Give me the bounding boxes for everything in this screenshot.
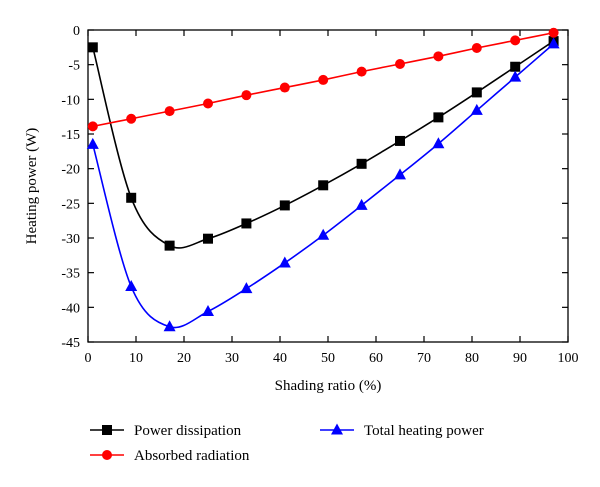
data-point-total-heating-power <box>278 256 291 268</box>
data-point-total-heating-power <box>547 37 560 49</box>
x-tick-label: 40 <box>273 351 287 366</box>
x-axis-title: Shading ratio (%) <box>275 378 382 394</box>
data-point-absorbed-radiation <box>203 98 213 109</box>
legend-label-absorbed-radiation: Absorbed radiation <box>134 448 250 464</box>
x-tick-label: 90 <box>513 351 527 366</box>
data-point-power-dissipation <box>510 61 521 72</box>
data-point-absorbed-radiation <box>241 90 252 101</box>
legend-label-total-heating-power: Total heating power <box>364 423 484 439</box>
x-tick-label: 100 <box>558 351 579 366</box>
x-tick-label: 70 <box>417 351 431 366</box>
x-tick-label: 80 <box>465 351 479 366</box>
x-tick-label: 0 <box>85 351 92 366</box>
data-point-absorbed-radiation <box>433 51 444 62</box>
data-point-total-heating-power <box>86 137 99 149</box>
x-tick-label: 60 <box>369 351 383 366</box>
data-point-total-heating-power <box>432 137 445 149</box>
x-tick-label: 50 <box>321 351 335 366</box>
data-point-absorbed-radiation <box>164 106 175 117</box>
data-point-total-heating-power <box>202 304 214 316</box>
data-point-power-dissipation <box>164 240 175 251</box>
legend-label-power-dissipation: Power dissipation <box>134 423 242 439</box>
series-line-power-dissipation <box>92 40 555 249</box>
data-point-absorbed-radiation <box>318 74 329 85</box>
data-point-power-dissipation <box>356 158 367 169</box>
y-tick-label: -5 <box>68 59 80 74</box>
data-point-absorbed-radiation <box>279 82 290 93</box>
data-point-power-dissipation <box>241 218 252 229</box>
data-point-absorbed-radiation <box>510 35 521 46</box>
data-point-absorbed-radiation <box>87 121 98 132</box>
data-point-total-heating-power <box>317 228 330 240</box>
data-point-total-heating-power <box>355 198 368 210</box>
y-tick-label: -45 <box>61 336 80 351</box>
data-point-power-dissipation <box>471 87 482 98</box>
data-point-absorbed-radiation <box>395 58 405 69</box>
x-tick-label: 10 <box>129 351 143 366</box>
legend-item-power-dissipation: Power dissipation <box>90 423 242 439</box>
x-tick-label: 20 <box>177 351 191 366</box>
data-point-absorbed-radiation <box>471 43 482 54</box>
y-tick-label: -35 <box>61 267 80 282</box>
data-point-power-dissipation <box>395 135 405 146</box>
data-point-absorbed-radiation <box>356 66 367 77</box>
data-point-absorbed-radiation <box>548 27 559 38</box>
y-tick-label: -30 <box>61 232 80 247</box>
legend-marker-power-dissipation <box>102 425 112 435</box>
y-tick-label: -10 <box>61 93 80 108</box>
data-point-total-heating-power <box>470 103 483 115</box>
x-tick-label: 30 <box>225 351 239 366</box>
data-point-power-dissipation <box>203 233 213 244</box>
legend-marker-total-heating-power <box>331 423 343 435</box>
data-point-total-heating-power <box>125 280 138 292</box>
legend-item-absorbed-radiation: Absorbed radiation <box>90 448 250 464</box>
data-point-power-dissipation <box>433 112 444 123</box>
data-point-power-dissipation <box>126 192 137 203</box>
data-point-power-dissipation <box>318 180 329 191</box>
data-point-total-heating-power <box>240 282 253 294</box>
data-point-absorbed-radiation <box>126 113 137 124</box>
y-tick-label: -25 <box>61 197 80 212</box>
y-tick-label: -20 <box>61 163 80 178</box>
data-point-total-heating-power <box>394 168 406 180</box>
y-tick-label: -15 <box>61 128 80 143</box>
data-point-total-heating-power <box>509 70 522 82</box>
data-point-total-heating-power <box>163 320 176 332</box>
data-point-power-dissipation <box>279 200 290 211</box>
legend-item-total-heating-power: Total heating power <box>320 423 484 439</box>
y-tick-label: -40 <box>61 301 80 316</box>
y-tick-label: 0 <box>73 24 80 39</box>
legend-marker-absorbed-radiation <box>102 450 112 460</box>
data-point-power-dissipation <box>87 42 98 53</box>
y-axis-title: Heating power (W) <box>24 128 40 245</box>
